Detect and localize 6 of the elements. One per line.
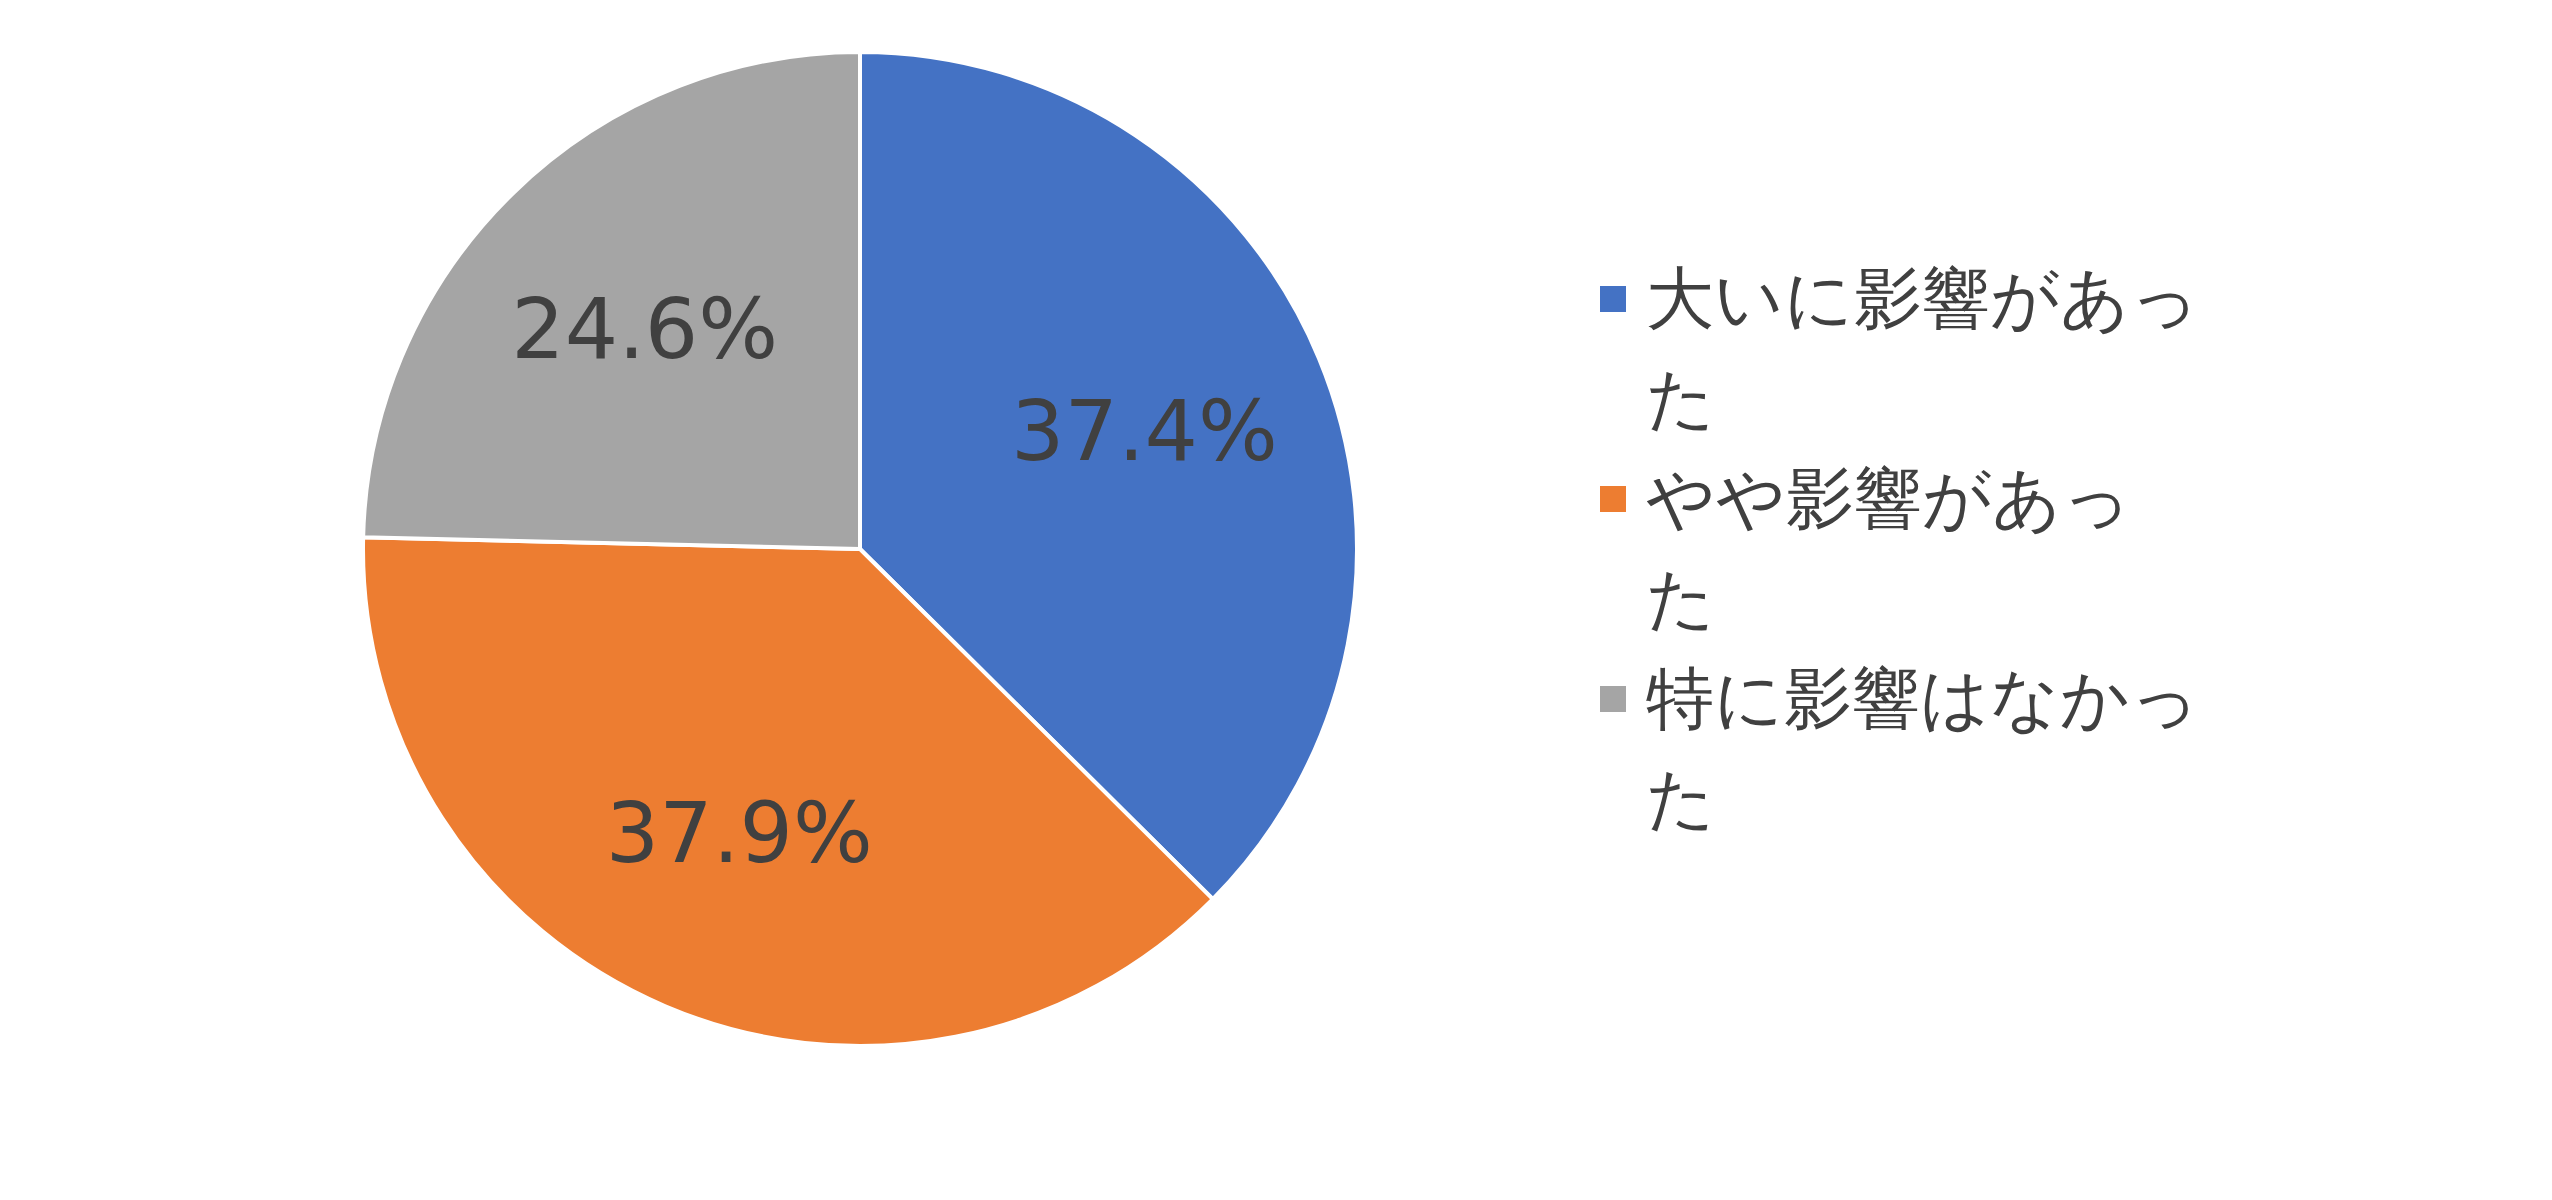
legend-label: 大いに影響があった — [1646, 258, 2200, 440]
legend-label: やや影響があった — [1646, 458, 2133, 640]
data-label: 24.6% — [511, 279, 779, 378]
legend-label: 特に影響はなかった — [1646, 658, 2200, 840]
data-label: 37.9% — [605, 783, 873, 882]
data-label: 37.4% — [1011, 381, 1278, 480]
